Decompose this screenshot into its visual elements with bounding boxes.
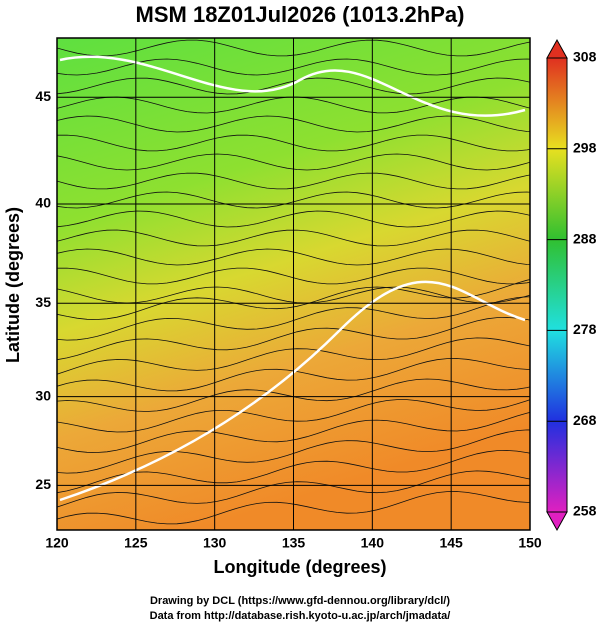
streamlines	[57, 39, 530, 525]
y-tick-label: 35	[35, 294, 51, 310]
streamline	[57, 39, 530, 57]
y-tick-label: 45	[35, 88, 51, 104]
streamline	[57, 378, 530, 412]
streamline	[57, 172, 530, 190]
x-tick-label: 130	[203, 535, 227, 551]
streamline	[57, 429, 530, 474]
x-axis-label: Longitude (degrees)	[213, 557, 386, 577]
streamline	[57, 296, 530, 341]
colorbar	[546, 57, 568, 513]
isobar	[59, 55, 526, 117]
streamline	[57, 470, 530, 508]
colorbar-tick-label: 258	[573, 503, 597, 519]
colorbar-extend	[546, 38, 568, 59]
title: MSM 18Z01Jul2026 (1013.2hPa)	[136, 2, 465, 27]
streamline	[57, 449, 530, 494]
streamline	[57, 279, 530, 320]
streamline	[57, 115, 530, 133]
y-tick-label: 30	[35, 387, 51, 403]
footer-line: Drawing by DCL (https://www.gfd-dennou.o…	[150, 595, 450, 607]
colorbar-tick-label: 278	[573, 321, 597, 337]
colorbar-tick-label: 288	[573, 230, 597, 246]
x-tick-label: 145	[439, 535, 463, 551]
y-axis-label: Latitude (degrees)	[3, 207, 23, 363]
x-tick-label: 120	[45, 535, 69, 551]
y-tick-label: 40	[35, 195, 51, 211]
colorbar-extend	[546, 511, 568, 532]
x-tick-label: 135	[282, 535, 306, 551]
streamline	[57, 358, 530, 392]
streamline	[57, 134, 530, 152]
footer-line: Data from http://database.rish.kyoto-u.a…	[150, 610, 451, 622]
streamline	[57, 337, 530, 375]
streamline	[57, 491, 530, 525]
streamline	[57, 153, 530, 171]
x-tick-label: 125	[124, 535, 148, 551]
streamline	[57, 267, 530, 285]
streamline	[57, 191, 530, 209]
plot-frame	[56, 37, 531, 531]
streamline	[57, 229, 530, 247]
map-axes: 120 125 130 135 140 145 150 25 30 35 40 45	[35, 38, 542, 551]
colorbar-tick-label: 298	[573, 140, 597, 156]
streamline	[57, 210, 530, 228]
streamline	[57, 248, 530, 266]
x-tick-label: 150	[518, 535, 542, 551]
y-tick-label: 25	[35, 476, 51, 492]
isobar	[59, 280, 526, 502]
colorbar-tick-label: 268	[573, 412, 597, 428]
streamline	[57, 399, 530, 433]
streamline	[57, 316, 530, 361]
x-tick-label: 140	[361, 535, 385, 551]
streamline	[57, 412, 530, 453]
colorbar-tick-label: 308	[573, 49, 597, 65]
streamline	[57, 286, 530, 304]
